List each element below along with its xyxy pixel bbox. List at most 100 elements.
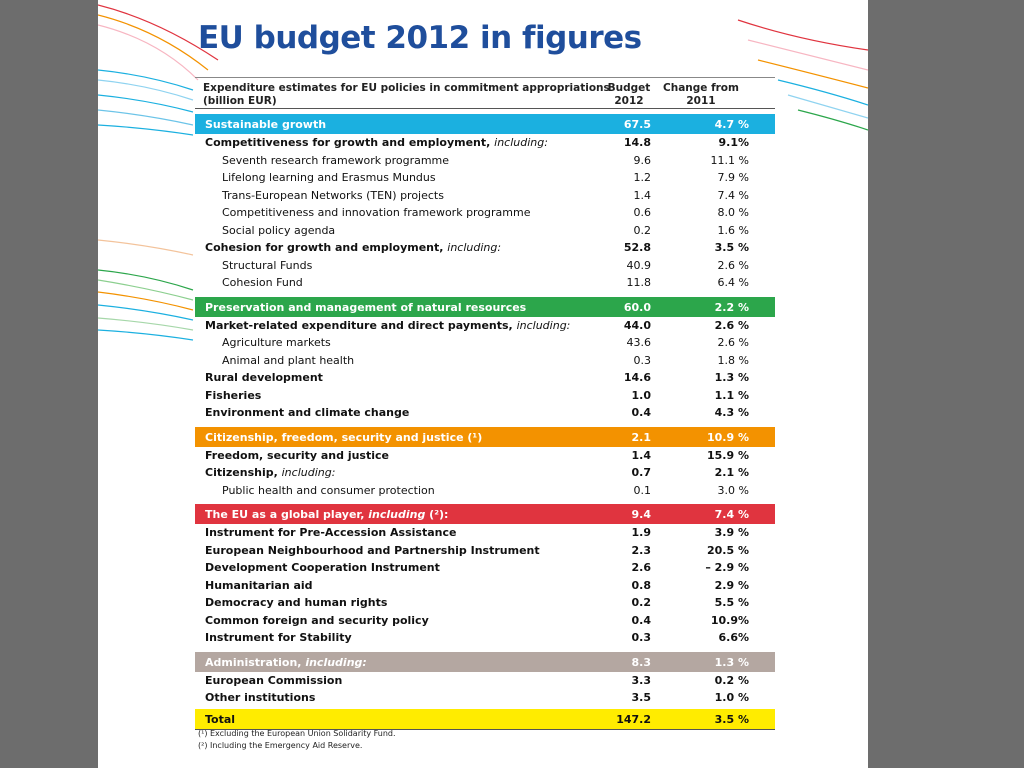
label-text: Humanitarian aid <box>205 578 313 592</box>
label-text: Fisheries <box>205 388 262 402</box>
label-italic: including <box>368 508 426 521</box>
label-text: Citizenship, <box>205 466 278 479</box>
budget-value: 40.9 <box>626 258 652 272</box>
table-row: Trans-European Networks (TEN) projects 1.… <box>195 187 775 205</box>
change-value: 3.5 % <box>714 712 749 726</box>
label-text: Total <box>205 712 236 726</box>
budget-value: 11.8 <box>626 276 652 289</box>
label-text: Citizenship, freedom, security and justi… <box>205 430 483 444</box>
row-label: Preservation and management of natural r… <box>205 301 526 314</box>
change-value: 2.6 % <box>717 336 749 349</box>
section-header: The EU as a global player, including (²)… <box>195 504 775 524</box>
table-row: European Commission 3.3 0.2 % <box>195 672 775 690</box>
change-value: 2.6 % <box>717 258 749 272</box>
budget-value: 2.6 <box>631 561 652 574</box>
label-italic: including: <box>281 466 336 479</box>
label-text: Democracy and human rights <box>205 596 388 609</box>
table-row: European Neighbourhood and Partnership I… <box>195 542 775 560</box>
table-row: Humanitarian aid 0.8 2.9 % <box>195 577 775 595</box>
row-label: Common foreign and security policy <box>205 614 429 627</box>
label-text: Market-related expenditure and direct pa… <box>205 318 513 332</box>
title: EU budget 2012 in figures <box>198 20 642 56</box>
row-label: Citizenship, freedom, security and justi… <box>205 431 482 444</box>
change-value: 11.1 % <box>710 153 749 167</box>
label-text: Preservation and management of natural r… <box>205 300 527 314</box>
budget-value: 43.6 <box>626 336 652 349</box>
decoration <box>98 4 868 341</box>
budget-value: 9.4 <box>631 508 652 521</box>
budget-value: 0.2 <box>633 223 652 237</box>
budget-value: 9.6 <box>633 153 652 167</box>
row-label: The EU as a global player, including (²)… <box>205 508 448 521</box>
row-label: Humanitarian aid <box>205 579 313 592</box>
change-value: 1.3 % <box>714 371 749 384</box>
row-label: Animal and plant health <box>222 354 354 367</box>
row-label: Administration, including: <box>205 656 367 669</box>
change-value: 4.3 % <box>714 406 749 419</box>
change-value: 3.5 % <box>714 241 749 254</box>
label-text: Cohesion for growth and employment, <box>205 241 444 254</box>
label-text: Other institutions <box>205 691 316 704</box>
label-text: Freedom, security and justice <box>205 448 389 462</box>
row-label: Competitiveness and innovation framework… <box>222 206 531 219</box>
budget-value: 0.6 <box>633 206 652 219</box>
change-value: 7.4 % <box>717 188 749 202</box>
budget-value: 0.2 <box>631 596 652 609</box>
table-row: Public health and consumer protection 0.1… <box>195 482 775 500</box>
table-row: Other institutions 3.5 1.0 % <box>195 689 775 707</box>
label-text: Competitiveness for growth and employmen… <box>205 136 491 149</box>
budget-value: 1.2 <box>633 171 652 184</box>
label-text: Cohesion Fund <box>222 276 303 289</box>
row-label: Rural development <box>205 371 323 384</box>
label-text: Common foreign and security policy <box>205 613 429 627</box>
label-text: Administration, <box>205 655 302 669</box>
table-header: Expenditure estimates for EU policies in… <box>195 78 775 109</box>
label-italic: including: <box>494 136 548 149</box>
table-row: Structural Funds 40.9 2.6 % <box>195 257 775 275</box>
label-text: Sustainable growth <box>205 118 327 131</box>
header-label: Expenditure estimates for EU policies in… <box>203 82 610 108</box>
budget-value: 0.8 <box>631 578 652 592</box>
row-label: Lifelong learning and Erasmus Mundus <box>222 171 436 184</box>
change-value: 1.1 % <box>714 388 749 402</box>
label-text: Structural Funds <box>222 258 313 272</box>
change-value: 6.4 % <box>717 276 749 289</box>
table-row: Environment and climate change 0.4 4.3 % <box>195 404 775 422</box>
section-header: Citizenship, freedom, security and justi… <box>195 426 775 447</box>
row-label: Seventh research framework programme <box>222 154 449 167</box>
budget-value: 147.2 <box>616 712 651 726</box>
table-row: Citizenship, including: 0.7 2.1 % <box>195 464 775 482</box>
row-label: Competitiveness for growth and employmen… <box>205 136 548 149</box>
budget-value: 2.3 <box>631 543 652 557</box>
label-text: Lifelong learning and Erasmus Mundus <box>222 171 436 184</box>
budget-value: 3.5 <box>631 691 652 704</box>
label-text: Agriculture markets <box>222 336 331 349</box>
budget-value: 1.9 <box>631 526 652 539</box>
label-text: European Neighbourhood and Partnership I… <box>205 543 540 557</box>
budget-value: 1.4 <box>633 188 652 202</box>
table-row: Democracy and human rights 0.2 5.5 % <box>195 594 775 612</box>
label-italic: including: <box>305 655 367 669</box>
row-label: Cohesion Fund <box>222 276 303 289</box>
change-value: 5.5 % <box>714 596 749 609</box>
table-row: Common foreign and security policy 0.4 10.… <box>195 612 775 630</box>
table-row: Cohesion for growth and employment, incl… <box>195 239 775 257</box>
row-label: Trans-European Networks (TEN) projects <box>222 189 444 202</box>
section-header: Administration, including: 8.3 1.3 % <box>195 651 775 672</box>
budget-value: 1.0 <box>631 388 652 402</box>
table-row: Freedom, security and justice 1.4 15.9 % <box>195 447 775 465</box>
row-label: Sustainable growth <box>205 118 326 131</box>
header-change: Change from 2011 <box>663 82 739 107</box>
table-row: Development Cooperation Instrument 2.6 – 2… <box>195 559 775 577</box>
change-value: 20.5 % <box>707 543 749 557</box>
change-value: – 2.9 % <box>705 561 749 574</box>
change-value: 2.9 % <box>714 578 749 592</box>
label-text: Trans-European Networks (TEN) projects <box>222 188 444 202</box>
table-row: Agriculture markets 43.6 2.6 % <box>195 334 775 352</box>
page: EU budget 2012 in figures Expenditure es… <box>98 0 868 768</box>
budget-value: 0.3 <box>633 353 652 367</box>
change-value: 10.9 % <box>707 430 749 444</box>
row-label: Other institutions <box>205 691 315 704</box>
table-row: Competitiveness for growth and employmen… <box>195 134 775 152</box>
row-label: Market-related expenditure and direct pa… <box>205 319 570 332</box>
